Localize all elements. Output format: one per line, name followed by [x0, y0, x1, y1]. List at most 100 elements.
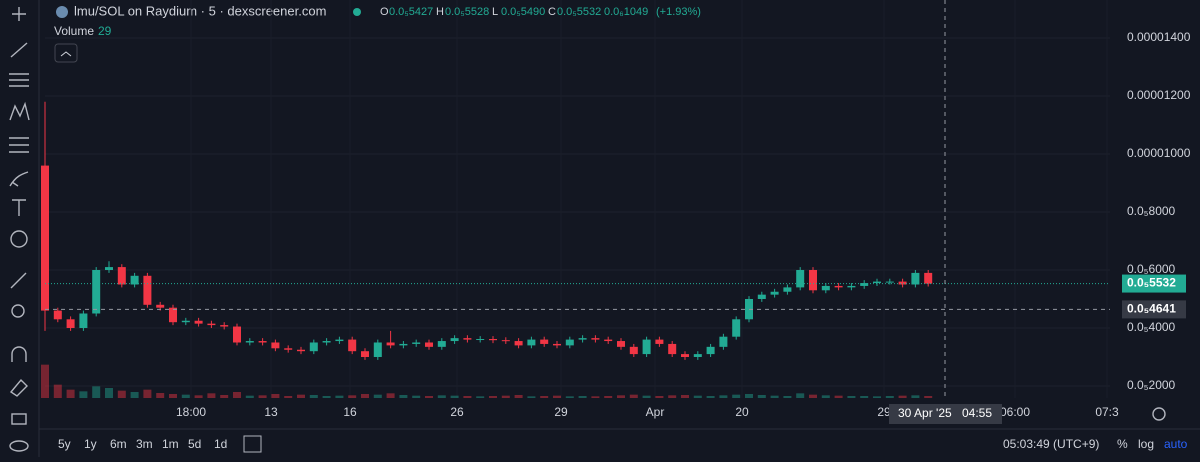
x-tick-label: Apr — [646, 405, 665, 419]
candle-body — [809, 269, 817, 291]
lock-draw-tool[interactable] — [9, 378, 28, 397]
candle-body — [898, 281, 907, 285]
fib-tool[interactable] — [9, 137, 29, 153]
range-button[interactable]: 3m — [136, 437, 153, 451]
candle-body — [348, 339, 357, 352]
volume-bar — [245, 395, 254, 398]
clock: 05:03:49 (UTC+9) — [1003, 437, 1099, 451]
candle-body — [847, 285, 856, 288]
volume-bar — [437, 395, 446, 398]
candle-body — [181, 320, 190, 323]
change-percent: (+1.93%) — [656, 6, 701, 18]
volume-bar — [489, 396, 497, 398]
candle-body — [578, 338, 587, 340]
date-range-button[interactable] — [243, 435, 262, 453]
candle-body — [361, 351, 369, 357]
volume-bar — [233, 392, 241, 398]
auto-button[interactable]: auto — [1164, 437, 1188, 451]
volume-bar — [386, 393, 395, 398]
volume-bar — [617, 395, 625, 398]
volume-bar — [668, 395, 677, 398]
candle-body — [911, 272, 920, 285]
candle-body — [335, 339, 344, 342]
range-button[interactable]: 1m — [162, 437, 179, 451]
volume-bar — [258, 395, 267, 398]
volume-bar — [860, 396, 869, 398]
volume-bar — [373, 394, 382, 398]
zoom-tool[interactable] — [11, 304, 25, 318]
settings-button[interactable] — [1152, 407, 1166, 421]
candle-body — [681, 354, 689, 357]
candle-body — [617, 341, 625, 347]
candle-body — [514, 341, 523, 346]
hline-tool[interactable] — [9, 73, 29, 87]
candle-body — [873, 281, 881, 284]
crosshair-time-box — [889, 404, 1002, 424]
x-tick-label: 06:00 — [1000, 405, 1030, 419]
log-button[interactable]: log — [1138, 437, 1154, 451]
range-button[interactable]: 6m — [110, 437, 127, 451]
volume-bar — [885, 396, 894, 398]
range-button[interactable]: 1d — [214, 437, 227, 451]
volume-bar — [412, 395, 421, 398]
volume-bar — [399, 395, 408, 398]
last-price-box — [1122, 274, 1186, 293]
lock-tool[interactable] — [11, 413, 27, 425]
percent-button[interactable]: % — [1117, 437, 1128, 451]
volume-bar — [463, 396, 472, 398]
volume-bar — [873, 396, 881, 398]
volume-bar — [745, 394, 753, 398]
volume-bar — [450, 395, 459, 398]
volume-bar — [117, 390, 126, 398]
candle-body — [719, 336, 728, 347]
ohlc-key: H — [436, 6, 444, 18]
range-button[interactable]: 5y — [58, 437, 71, 451]
candle-body — [655, 339, 664, 344]
line-tool[interactable] — [10, 42, 28, 58]
volume-bar — [834, 395, 843, 398]
volume-bar — [348, 395, 357, 398]
volume-bar — [207, 393, 216, 398]
range-button[interactable]: 5d — [188, 437, 201, 451]
collapse-button[interactable] — [54, 43, 78, 63]
candle-body — [130, 275, 139, 285]
candle-body — [412, 342, 421, 344]
volume-bar — [514, 395, 523, 398]
visibility-tool[interactable] — [9, 440, 29, 452]
candle-body — [821, 285, 830, 291]
toolbar — [9, 7, 30, 452]
candle-body — [309, 342, 318, 352]
candle-body — [194, 320, 203, 324]
candle-body — [885, 281, 894, 283]
change-value: 0.0₆1049 — [604, 6, 648, 18]
candle-body — [297, 349, 305, 352]
candle-body — [169, 307, 177, 323]
x-tick-label: 07:3 — [1095, 405, 1119, 419]
emoji-tool[interactable] — [10, 230, 28, 248]
candle-body — [207, 323, 216, 326]
brush-tool[interactable] — [9, 171, 29, 187]
volume-bar — [719, 395, 728, 398]
candle-body — [156, 304, 165, 308]
magnet-tool[interactable] — [11, 346, 27, 362]
x-tick-label: 29 — [554, 405, 568, 419]
candle-body — [476, 339, 485, 341]
volume-bar — [681, 395, 689, 398]
ruler-tool[interactable] — [10, 272, 27, 289]
pattern-tool[interactable] — [9, 101, 30, 121]
candle-body — [437, 341, 446, 347]
candle-body — [668, 343, 677, 355]
volume-bar — [79, 391, 88, 398]
volume-bar — [425, 396, 433, 398]
volume-bar — [169, 394, 177, 398]
volume-bar — [924, 396, 933, 398]
range-button[interactable]: 1y — [84, 437, 97, 451]
status-dot — [353, 8, 361, 16]
volume-bar — [809, 394, 817, 398]
x-tick-label: 18:00 — [176, 405, 206, 419]
text-tool[interactable] — [12, 199, 26, 216]
candle-body — [706, 346, 715, 355]
crosshair-tool[interactable] — [12, 7, 26, 21]
candle-body — [834, 285, 843, 288]
